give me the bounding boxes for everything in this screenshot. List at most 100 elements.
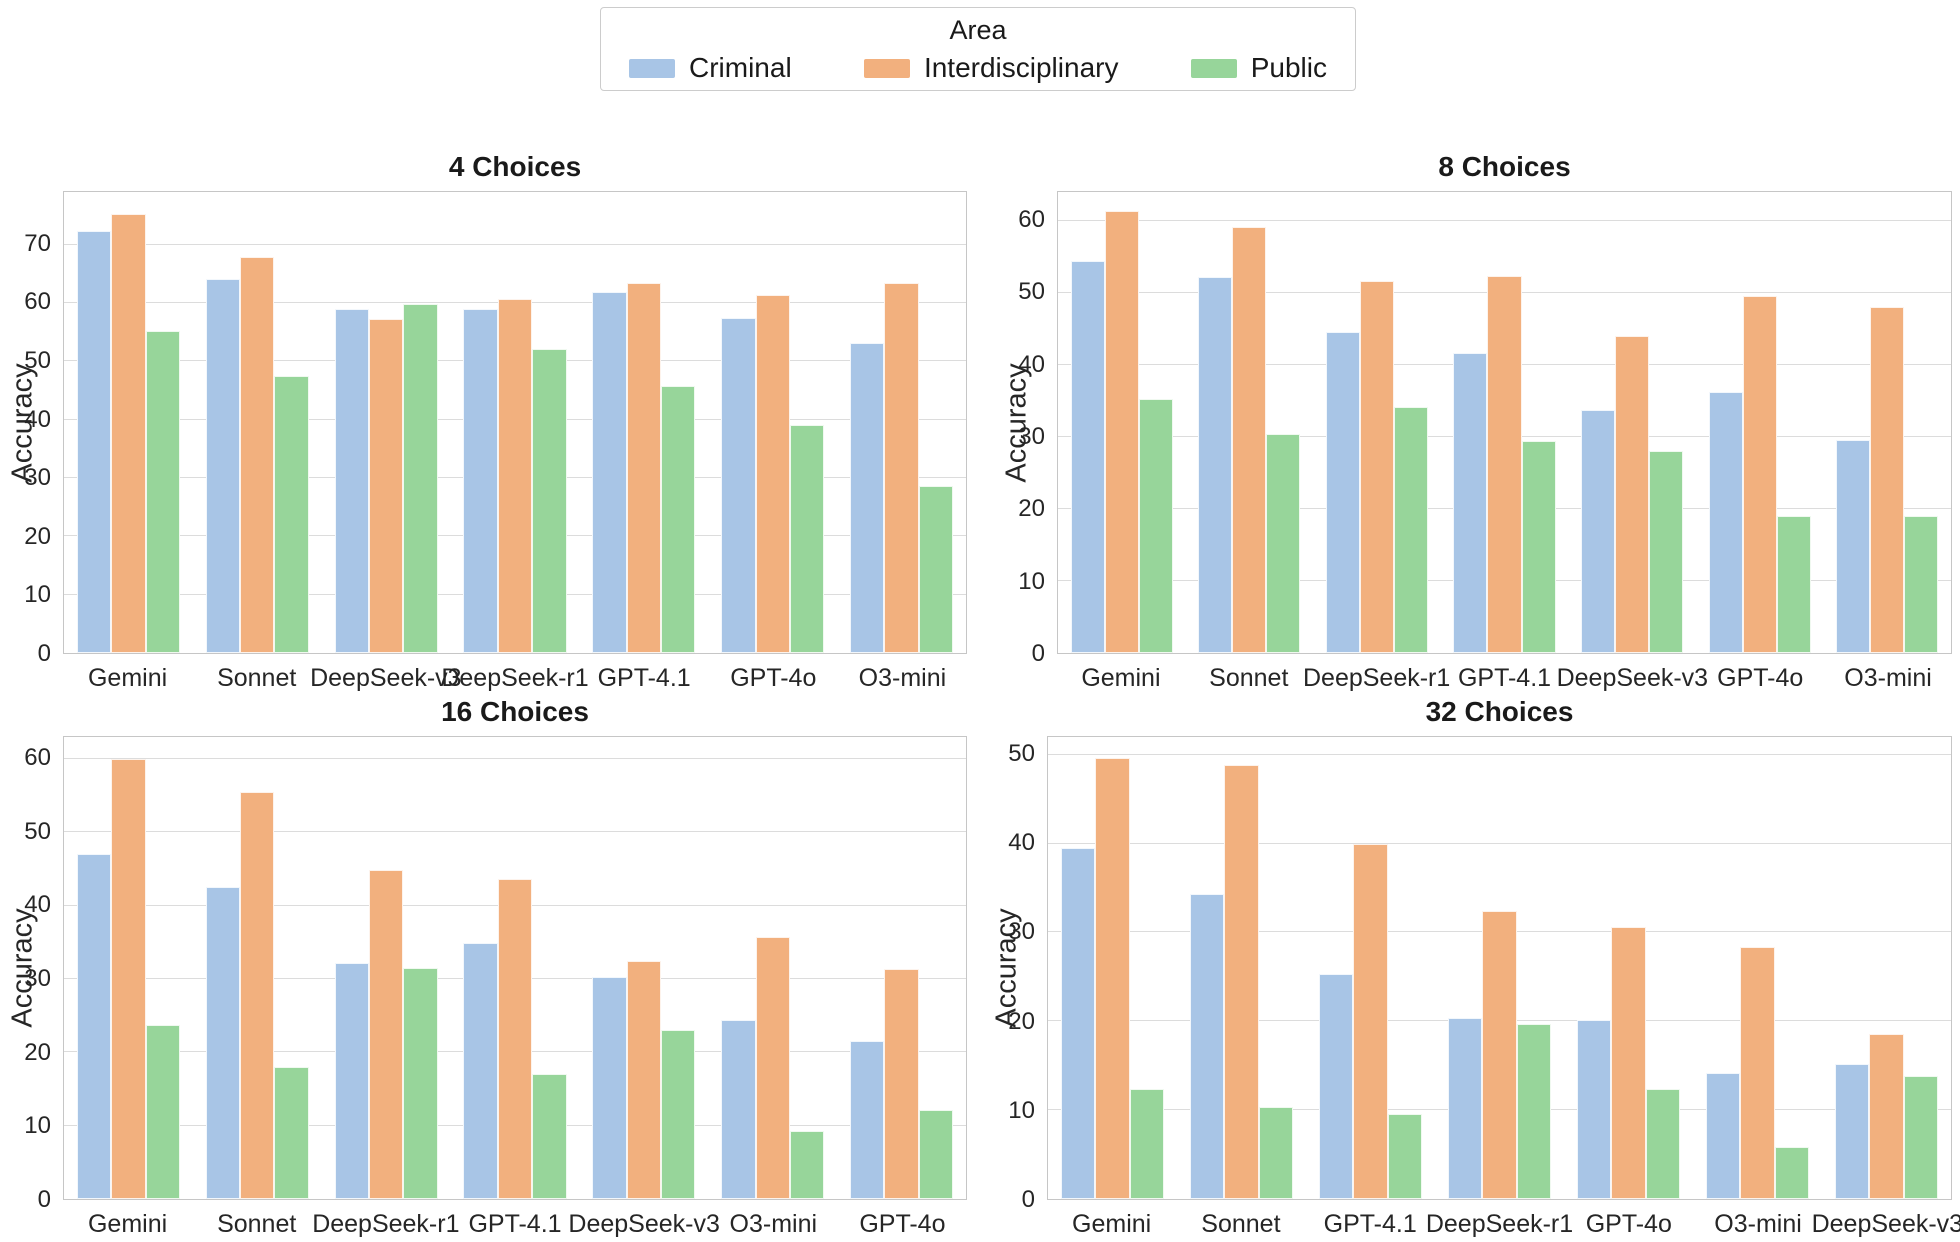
y-tick-label-60: 60 <box>24 744 51 772</box>
bar-deepseek-r1-interdisciplinary <box>497 299 533 653</box>
x-tick-label-sonnet: Sonnet <box>217 664 297 692</box>
x-tick-label-deepseek-v3: DeepSeek-v3 <box>568 1210 720 1238</box>
bar-sonnet-criminal <box>205 278 241 653</box>
bar-sonnet-interdisciplinary <box>1232 227 1267 653</box>
x-tick-label-gpt-4o: GPT-4o <box>1717 664 1804 692</box>
x-tick-label-deepseek-r1: DeepSeek-r1 <box>312 1210 460 1238</box>
bar-sonnet-interdisciplinary <box>240 257 275 653</box>
legend: Area Criminal Interdisciplinary Public <box>600 7 1356 91</box>
y-tick-label-20: 20 <box>1018 495 1045 523</box>
bar-gpt-4o-public <box>1645 1088 1681 1199</box>
x-tick-label-gemini: Gemini <box>87 1210 168 1238</box>
y-tick-label-30: 30 <box>1018 422 1045 450</box>
bar-deepseek-r1-criminal <box>463 309 498 653</box>
bar-gemini-criminal <box>76 854 112 1199</box>
y-tick-label-40: 40 <box>24 891 51 919</box>
x-tick-label-o3-mini: O3-mini <box>1714 1210 1802 1238</box>
plot-area <box>1047 736 1952 1200</box>
bar-gpt-4.1-public <box>661 386 696 653</box>
y-tick-label-0: 0 <box>1031 640 1045 667</box>
x-tick-label-gpt-4o: GPT-4o <box>859 1210 946 1238</box>
x-tick-label-deepseek-r1: DeepSeek-r1 <box>1425 1210 1574 1238</box>
bar-gpt-4o-interdisciplinary <box>1611 927 1646 1199</box>
y-tick-label-30: 30 <box>1008 918 1035 946</box>
legend-item-interdisciplinary: Interdisciplinary <box>863 52 1119 84</box>
bar-deepseek-v3-interdisciplinary <box>368 319 404 653</box>
y-tick-label-70: 70 <box>24 229 51 257</box>
chart-title: 16 Choices <box>441 696 589 727</box>
bar-gemini-public <box>145 1025 180 1199</box>
y-tick-label-10: 10 <box>1018 567 1045 595</box>
chart-title: 4 Choices <box>448 151 582 182</box>
x-tick-label-gemini: Gemini <box>1081 664 1161 692</box>
bar-o3-mini-interdisciplinary <box>1870 307 1905 653</box>
bar-o3-mini-criminal <box>721 1020 756 1199</box>
y-tick-label-10: 10 <box>1008 1096 1035 1124</box>
bar-deepseek-r1-interdisciplinary <box>1359 280 1394 653</box>
bar-sonnet-public <box>274 1067 309 1199</box>
x-tick-label-sonnet: Sonnet <box>1201 1210 1281 1238</box>
y-tick-label-10: 10 <box>24 581 51 609</box>
bar-gpt-4o-criminal <box>1708 391 1743 653</box>
bar-o3-mini-criminal <box>850 343 885 653</box>
legend-label-interdisciplinary: Interdisciplinary <box>923 52 1119 83</box>
bar-gpt-4.1-criminal <box>592 291 627 653</box>
bar-deepseek-r1-public <box>403 968 438 1199</box>
bar-gpt-4.1-public <box>1521 441 1556 653</box>
legend-item-public: Public <box>1190 52 1327 84</box>
bar-deepseek-r1-criminal <box>1447 1017 1483 1199</box>
gridline-y-60 <box>1058 219 1951 221</box>
y-tick-label-0: 0 <box>1021 1186 1035 1213</box>
x-tick-label-gpt-4o: GPT-4o <box>730 664 817 692</box>
bar-gpt-4o-criminal <box>850 1041 885 1199</box>
bar-sonnet-interdisciplinary <box>240 792 275 1199</box>
bar-gemini-public <box>1129 1088 1165 1199</box>
x-tick-label-o3-mini: O3-mini <box>729 1210 818 1238</box>
legend-label-public: Public <box>1250 52 1327 83</box>
x-tick-label-sonnet: Sonnet <box>1209 664 1289 692</box>
x-tick-label-deepseek-v3: DeepSeek-v3 <box>1811 1210 1960 1238</box>
bar-gpt-4o-interdisciplinary <box>884 969 919 1199</box>
bar-gpt-4o-criminal <box>721 318 756 653</box>
bar-o3-mini-criminal <box>1705 1072 1741 1199</box>
bar-gpt-4.1-interdisciplinary <box>1487 275 1522 653</box>
y-tick-label-60: 60 <box>1018 205 1045 233</box>
y-tick-label-40: 40 <box>1008 829 1035 857</box>
bar-gemini-interdisciplinary <box>1095 758 1130 1199</box>
gridline-y-70 <box>64 243 966 245</box>
y-tick-label-50: 50 <box>1008 739 1035 767</box>
y-tick-label-0: 0 <box>37 1186 51 1213</box>
bar-sonnet-public <box>1266 434 1301 653</box>
bar-sonnet-criminal <box>205 887 241 1199</box>
chart-title: 8 Choices <box>1438 151 1571 182</box>
gridline-y-50 <box>64 831 966 833</box>
y-tick-label-20: 20 <box>24 522 51 550</box>
bar-o3-mini-interdisciplinary <box>884 283 919 653</box>
bar-gemini-interdisciplinary <box>111 759 146 1199</box>
plot-area <box>63 191 967 654</box>
bar-o3-mini-public <box>1904 516 1939 653</box>
bar-deepseek-v3-interdisciplinary <box>626 961 662 1199</box>
bar-gpt-4.1-interdisciplinary <box>1353 843 1388 1199</box>
x-tick-label-deepseek-r1: DeepSeek-r1 <box>441 664 589 692</box>
bar-o3-mini-interdisciplinary <box>1740 946 1775 1199</box>
bar-sonnet-criminal <box>1198 277 1233 653</box>
bar-o3-mini-public <box>1774 1147 1810 1199</box>
bar-gemini-criminal <box>1060 848 1096 1199</box>
bar-deepseek-v3-public <box>1649 450 1684 653</box>
legend-label-criminal: Criminal <box>689 52 792 83</box>
x-tick-label-gpt-4.1: GPT-4.1 <box>1323 1210 1417 1238</box>
y-tick-label-40: 40 <box>24 405 51 433</box>
y-tick-label-10: 10 <box>24 1112 51 1140</box>
legend-swatch-interdisciplinary <box>863 58 910 78</box>
bar-deepseek-v3-public <box>403 304 438 653</box>
bar-deepseek-v3-interdisciplinary <box>1869 1033 1904 1199</box>
subplot-4-choices: 4 Choices Accuracy 0 10 20 30 40 50 60 70 Gemini… <box>7 151 967 692</box>
x-tick-label-o3-mini: O3-mini <box>858 664 947 692</box>
legend-title: Area <box>949 15 1007 45</box>
x-tick-label-deepseek-v3: DeepSeek-v3 <box>310 664 462 692</box>
bar-deepseek-r1-public <box>532 348 567 653</box>
bar-deepseek-r1-interdisciplinary <box>368 870 404 1199</box>
bar-deepseek-r1-interdisciplinary <box>1482 911 1517 1199</box>
bar-gpt-4o-public <box>789 425 825 653</box>
